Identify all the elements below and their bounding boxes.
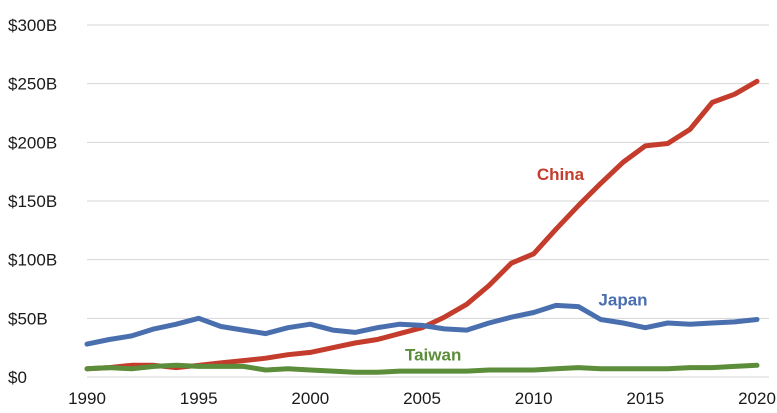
taiwan-series-line (84, 362, 760, 375)
y-tick-label: $0 (8, 368, 27, 387)
x-axis-tick-labels: 1990 1995 2000 2005 2010 2015 2020 (68, 389, 776, 408)
japan-series-label: Japan (598, 291, 647, 310)
y-tick-label: $150B (8, 192, 57, 211)
y-axis-tick-labels: $0 $50B $100B $150B $200B $250B $300B (8, 16, 57, 387)
y-tick-label: $100B (8, 251, 57, 270)
series-lines (84, 78, 760, 375)
x-tick-label: 2005 (403, 389, 441, 408)
series-labels: China Japan Taiwan (405, 165, 648, 365)
y-tick-label: $300B (8, 16, 57, 35)
x-tick-label: 2020 (738, 389, 776, 408)
x-tick-label: 1990 (68, 389, 106, 408)
x-tick-label: 2010 (515, 389, 553, 408)
x-tick-label: 2015 (626, 389, 664, 408)
y-tick-label: $250B (8, 75, 57, 94)
china-series-label: China (537, 165, 585, 184)
japan-series-line (84, 302, 760, 347)
y-tick-label: $200B (8, 133, 57, 152)
y-tick-label: $50B (8, 309, 48, 328)
x-tick-label: 2000 (291, 389, 329, 408)
x-tick-label: 1995 (180, 389, 218, 408)
taiwan-series-label: Taiwan (405, 346, 461, 365)
